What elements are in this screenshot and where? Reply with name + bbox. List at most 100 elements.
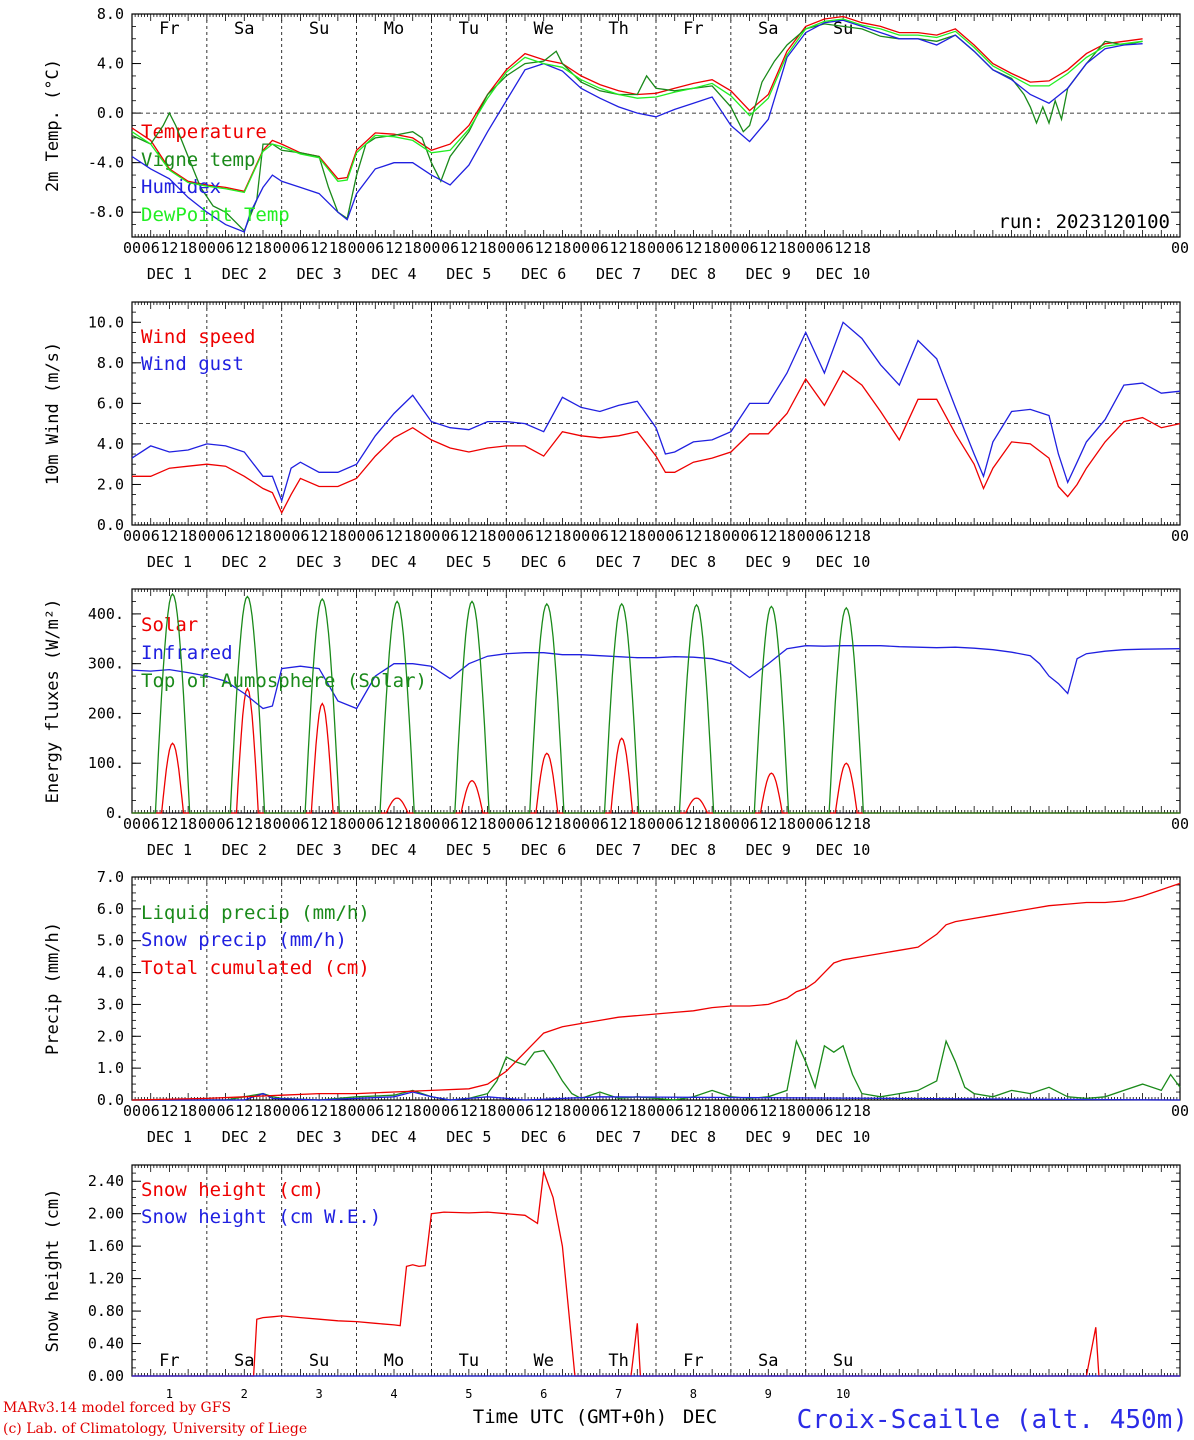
x-date-label: DEC 6	[521, 1128, 566, 1146]
y-tick-label: 10.0	[88, 313, 124, 331]
weekday-label: Sa	[234, 19, 254, 39]
x-hour-label: 00	[647, 239, 665, 257]
x-date-label: DEC 10	[816, 265, 870, 283]
x-hour-label: 06	[666, 1102, 684, 1120]
x-date-label: DEC 3	[297, 841, 342, 859]
panel-1: 8.04.00.0-4.0-8.02m Temp. (°C)00 06 12 18DE…	[43, 5, 1189, 283]
x-hour-label: 18	[628, 239, 646, 257]
x-hour-label: 18	[628, 815, 646, 833]
x-hour-label: 18	[254, 1102, 272, 1120]
x-hour-label: 00	[647, 815, 665, 833]
x-day-number: 3	[316, 1387, 323, 1401]
weekday-label: Su	[833, 19, 853, 39]
x-axis-title: Time UTC (GMT+0h)	[473, 1406, 667, 1428]
x-hour-label: 06	[815, 527, 833, 545]
x-hour-label: 06	[291, 1102, 309, 1120]
legend-entry: Solar	[141, 614, 198, 636]
x-hour-label: 18	[479, 527, 497, 545]
x-hour-label: 00	[497, 527, 515, 545]
x-hour-label: 18	[778, 527, 796, 545]
x-hour-label: 18	[553, 815, 571, 833]
x-hour-label: 12	[610, 239, 628, 257]
y-tick-label: 0.00	[88, 1367, 124, 1385]
x-hour-label: 06	[666, 815, 684, 833]
weekday-label: Th	[608, 19, 628, 39]
x-hour-label: 00	[797, 527, 815, 545]
weekday-label: Su	[309, 1351, 329, 1371]
series-line-blue	[132, 1091, 1181, 1101]
weekday-label: We	[533, 1351, 553, 1371]
x-hour-label: 06	[142, 1102, 160, 1120]
x-hour-label: 00	[198, 815, 216, 833]
x-date-label: DEC 6	[521, 265, 566, 283]
legend-entry: Snow precip (mm/h)	[141, 929, 347, 951]
x-date-label: DEC 4	[371, 553, 416, 571]
x-hour-label: 06	[291, 527, 309, 545]
y-tick-label: 6.0	[97, 394, 124, 412]
x-hour-label: 18	[553, 1102, 571, 1120]
x-hour-label: 00	[797, 239, 815, 257]
x-hour-label: 00	[1171, 815, 1189, 833]
series-line-blue	[131, 645, 1181, 710]
x-hour-label: 12	[235, 239, 253, 257]
x-hour-label: 18	[778, 239, 796, 257]
footer-model-credit: MARv3.14 model forced by GFS	[3, 1400, 231, 1416]
y-axis-title: Energy fluxes (W/m²)	[43, 599, 63, 804]
x-date-label: DEC 2	[222, 841, 267, 859]
weekday-label: Fr	[159, 19, 179, 39]
x-date-label: DEC 9	[746, 841, 791, 859]
x-date-label: DEC 9	[746, 1128, 791, 1146]
x-date-label: DEC 5	[446, 841, 491, 859]
x-hour-label: 00	[348, 815, 366, 833]
station-name: Croix-Scaille (alt. 450m)	[797, 1405, 1188, 1435]
y-tick-label: 6.0	[97, 900, 124, 918]
y-tick-label: 2.00	[88, 1205, 124, 1223]
x-hour-label: 00	[422, 527, 440, 545]
x-hour-label: 00	[797, 1102, 815, 1120]
x-hour-label: 12	[160, 815, 178, 833]
x-hour-label: 00	[198, 527, 216, 545]
y-tick-label: 100.	[88, 754, 124, 772]
x-date-label: DEC 2	[222, 553, 267, 571]
x-hour-label: 12	[759, 815, 777, 833]
x-hour-label: 12	[310, 239, 328, 257]
x-hour-label: 00	[422, 1102, 440, 1120]
x-hour-label: 06	[591, 239, 609, 257]
x-hour-label: 06	[291, 815, 309, 833]
y-tick-label: 7.0	[97, 868, 124, 886]
y-tick-label: 8.0	[97, 354, 124, 372]
weekday-label: Mo	[384, 1351, 404, 1371]
x-hour-label: 12	[535, 1102, 553, 1120]
x-date-label: DEC 2	[222, 1128, 267, 1146]
x-hour-label: 12	[535, 815, 553, 833]
x-hour-label: 00	[497, 815, 515, 833]
x-hour-label: 06	[666, 527, 684, 545]
y-axis-title: Snow height (cm)	[43, 1189, 63, 1353]
series-line-blue	[131, 19, 1143, 233]
x-hour-label: 00	[273, 815, 291, 833]
x-hour-label: 12	[160, 1102, 178, 1120]
x-hour-label: 12	[610, 1102, 628, 1120]
x-hour-label: 18	[329, 527, 347, 545]
x-date-label: DEC 7	[596, 265, 641, 283]
x-date-label: DEC 5	[446, 265, 491, 283]
x-hour-label: 06	[217, 1102, 235, 1120]
legend-entry: Infrared	[141, 642, 233, 664]
x-hour-label: 00	[348, 239, 366, 257]
x-hour-label: 18	[703, 239, 721, 257]
x-hour-label: 00	[572, 1102, 590, 1120]
legend-entry: Wind gust	[141, 353, 244, 375]
y-tick-label: 0.0	[97, 104, 124, 122]
plot-frame	[131, 301, 1181, 526]
x-hour-label: 06	[441, 1102, 459, 1120]
y-axis-title: 2m Temp. (°C)	[43, 59, 63, 192]
x-hour-label: 18	[329, 239, 347, 257]
x-hour-label: 18	[778, 815, 796, 833]
legend-entry: DewPoint Temp	[141, 204, 290, 226]
y-tick-label: 2.0	[97, 475, 124, 493]
weekday-label: Tu	[459, 19, 479, 39]
weekday-label: Sa	[758, 19, 778, 39]
x-hour-label: 00	[422, 815, 440, 833]
weekday-label: Fr	[683, 1351, 703, 1371]
y-axis-title: 10m Wind (m/s)	[43, 342, 63, 485]
